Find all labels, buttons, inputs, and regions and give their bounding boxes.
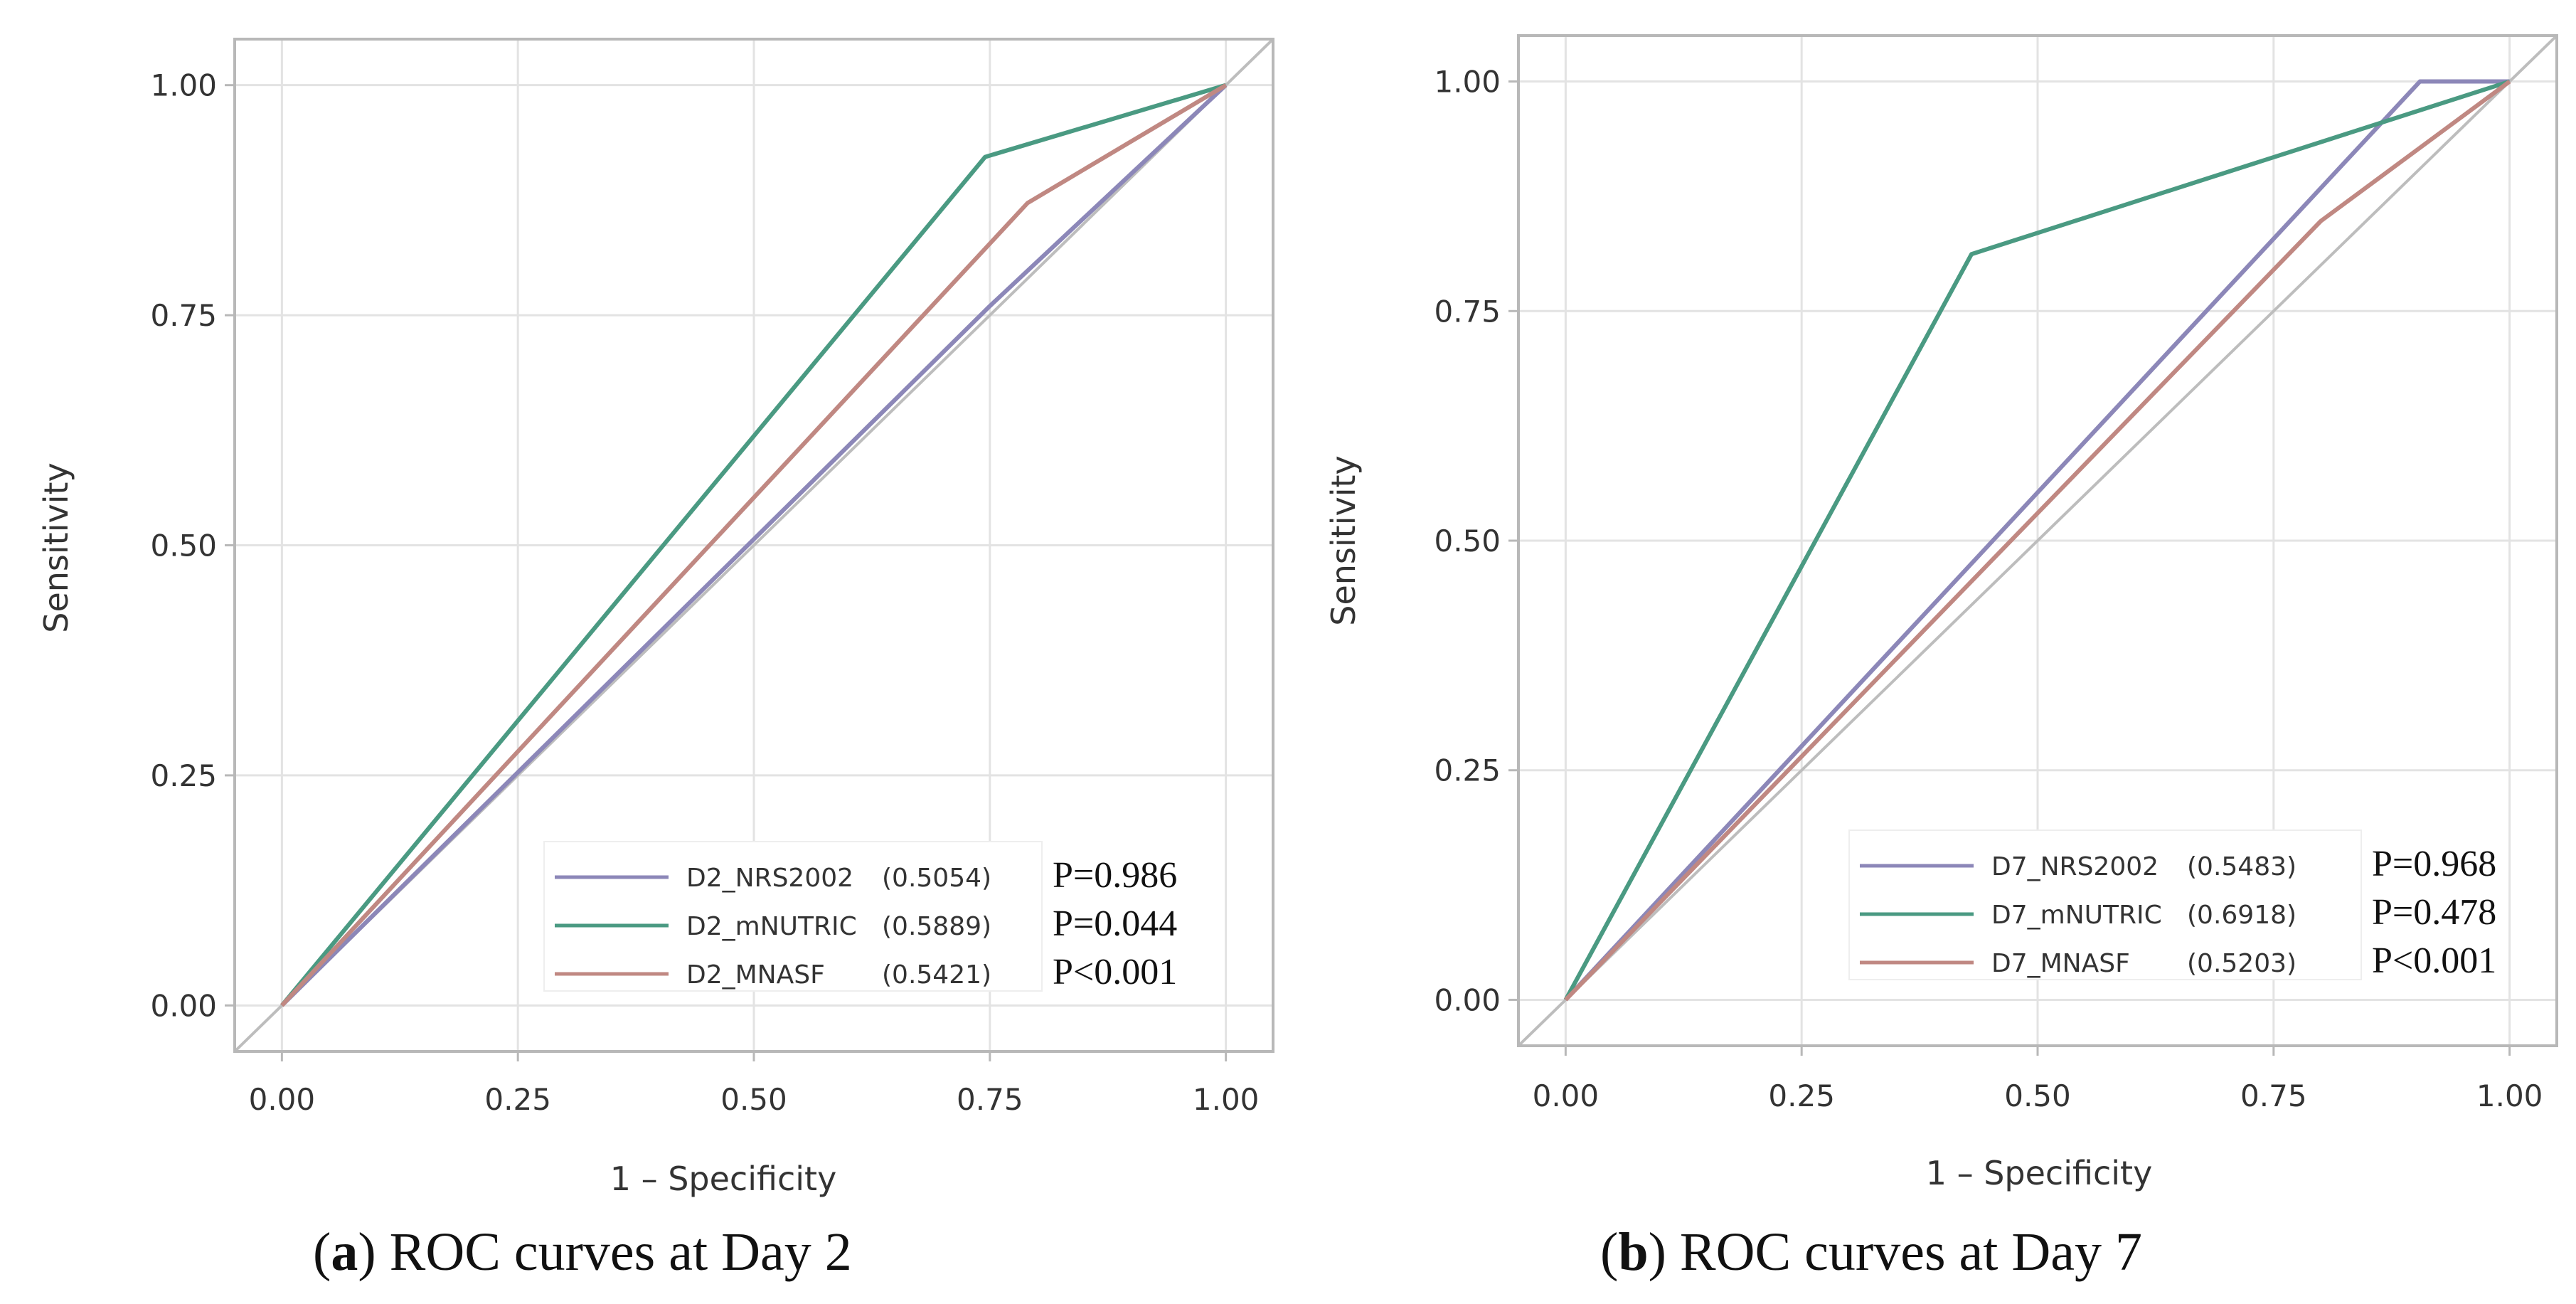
- x-tick-label: 0.25: [1768, 1078, 1835, 1113]
- roc-curve-D2_MNASF: [280, 83, 1228, 1007]
- legend-auc: (0.5483): [2187, 852, 2296, 881]
- y-tick-label: 0.50: [1434, 524, 1501, 558]
- legend-box: [543, 841, 1043, 992]
- legend-auc: (0.5054): [882, 864, 991, 893]
- caption: (b) ROC curves at Day 7: [1600, 1222, 2142, 1282]
- legend-p-value: P=0.044: [1053, 903, 1177, 944]
- roc-curve-D7_mNUTRIC: [1563, 79, 2511, 1001]
- x-tick-label: 0.25: [484, 1082, 551, 1117]
- reference-diagonal-line: [1517, 34, 2558, 1047]
- caption-letter: b: [1618, 1222, 1648, 1282]
- roc-curve-D7_NRS2002: [1564, 79, 2510, 1002]
- legend-label: D7_MNASF: [1991, 949, 2130, 978]
- x-tick-label: 0.75: [957, 1082, 1023, 1117]
- legend-label: D2_mNUTRIC: [686, 912, 857, 941]
- y-tick-label: 0.00: [1434, 982, 1501, 1017]
- y-tick-label: 0.25: [1434, 753, 1501, 788]
- roc-curve-D2_mNUTRIC: [280, 83, 1227, 1007]
- y-tick-label: 1.00: [1434, 65, 1501, 100]
- legend-auc: (0.5203): [2187, 949, 2296, 978]
- legend-auc: (0.5421): [882, 960, 991, 990]
- legend-p-value: P<0.001: [1053, 952, 1177, 992]
- legend: D7_NRS2002 (0.5483) P=0.968 D7_mNUTRIC (0.69…: [1848, 829, 2496, 981]
- y-tick-label: 0.50: [150, 529, 217, 563]
- legend-label: D7_mNUTRIC: [1991, 901, 2162, 930]
- y-tick-label: 0.00: [150, 988, 217, 1023]
- y-tick-label: 0.75: [1434, 294, 1501, 329]
- legend-p-value: P<0.001: [2372, 940, 2496, 981]
- y-tick-label: 0.75: [150, 298, 217, 333]
- x-tick-label: 1.00: [1193, 1082, 1260, 1117]
- x-tick-label: 0.75: [2240, 1078, 2307, 1113]
- legend-label: D7_NRS2002: [1991, 852, 2159, 881]
- roc-panel-day2: 0.00 0.25 0.50 0.75 1.00 0.00 0.25 0.50 0.75 1.00…: [37, 38, 1274, 1282]
- caption-text: ROC curves at Day 7: [1666, 1222, 2142, 1282]
- legend: D2_NRS2002 (0.5054) P=0.986 D2_mNUTRIC (0.58…: [543, 841, 1177, 992]
- y-axis-title: Sensitivity: [1324, 455, 1363, 625]
- roc-curve-D2_NRS2002: [280, 83, 1228, 1007]
- legend-label: D2_MNASF: [686, 960, 825, 990]
- roc-curve-D7_MNASF: [1564, 80, 2511, 1002]
- y-tick-label: 0.25: [150, 758, 217, 793]
- roc-panel-day7: 0.00 0.25 0.50 0.75 1.00 0.00 0.25 0.50 0.75 1.00…: [1324, 34, 2558, 1282]
- x-tick-label: 1.00: [2476, 1078, 2543, 1113]
- y-tick-label: 1.00: [150, 68, 217, 103]
- legend-box: [1848, 829, 2362, 980]
- y-axis-title: Sensitivity: [37, 462, 75, 632]
- legend-label: D2_NRS2002: [686, 864, 853, 893]
- legend-auc: (0.6918): [2187, 901, 2296, 930]
- legend-p-value: P=0.968: [2372, 844, 2496, 884]
- legend-p-value: P=0.986: [1053, 855, 1177, 896]
- x-tick-label: 0.00: [1533, 1078, 1600, 1113]
- caption-letter: a: [331, 1222, 358, 1282]
- x-tick-label: 0.50: [2004, 1078, 2071, 1113]
- x-axis-title: 1 – Specificity: [1926, 1154, 2153, 1192]
- caption: (a) ROC curves at Day 2: [313, 1222, 852, 1282]
- legend-p-value: P=0.478: [2372, 892, 2496, 933]
- x-tick-label: 0.50: [720, 1082, 787, 1117]
- legend-auc: (0.5889): [882, 912, 991, 941]
- x-tick-label: 0.00: [249, 1082, 316, 1117]
- caption-text: ROC curves at Day 2: [376, 1222, 852, 1282]
- x-axis-title: 1 – Specificity: [610, 1160, 837, 1198]
